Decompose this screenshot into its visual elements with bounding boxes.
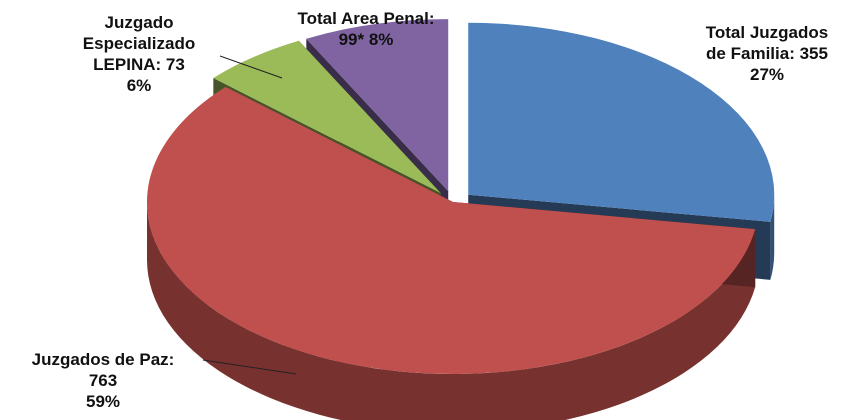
- pie-slice-paz: [146, 86, 756, 420]
- pie-slice-paz-top: [146, 86, 756, 375]
- pie-slice-familia-top: [468, 22, 775, 222]
- leader-line-paz: [202, 359, 297, 375]
- slice-label-penal-line2: 99* 8%: [338, 30, 394, 49]
- leader-line-lepina: [219, 55, 283, 79]
- slice-label-penal-line1: Total Area Penal:: [297, 9, 435, 28]
- slice-label-paz-line2: 763: [88, 371, 118, 390]
- slice-label-lepina-line1: Juzgado: [104, 13, 174, 32]
- slice-label-familia-line2: de Familia: 355: [706, 44, 828, 63]
- pie-slices: [146, 19, 775, 420]
- slice-label-penal: Total Area Penal: 99* 8%: [264, 8, 468, 50]
- slice-label-lepina-line3: LEPINA: 73: [93, 55, 185, 74]
- slice-label-lepina: Juzgado Especializado LEPINA: 73 6%: [56, 12, 222, 96]
- leader-lines: [202, 55, 297, 375]
- pie-slice-penal-top: [306, 19, 449, 192]
- slice-label-lepina-line2: Especializado: [82, 34, 196, 53]
- slice-label-familia: Total Juzgados de Familia: 355 27%: [683, 22, 851, 85]
- slice-label-paz: Juzgados de Paz: 763 59%: [4, 349, 202, 412]
- pie-slice-lepina-top: [213, 40, 441, 194]
- slice-label-lepina-line4: 6%: [126, 76, 152, 95]
- slice-label-paz-line3: 59%: [85, 392, 121, 411]
- slice-label-familia-line3: 27%: [749, 65, 785, 84]
- slice-label-familia-line1: Total Juzgados: [705, 23, 829, 42]
- pie-slice-paz-rim: [147, 202, 756, 420]
- slice-label-paz-line1: Juzgados de Paz:: [31, 350, 175, 369]
- pie-slice-familia-rim: [770, 194, 775, 280]
